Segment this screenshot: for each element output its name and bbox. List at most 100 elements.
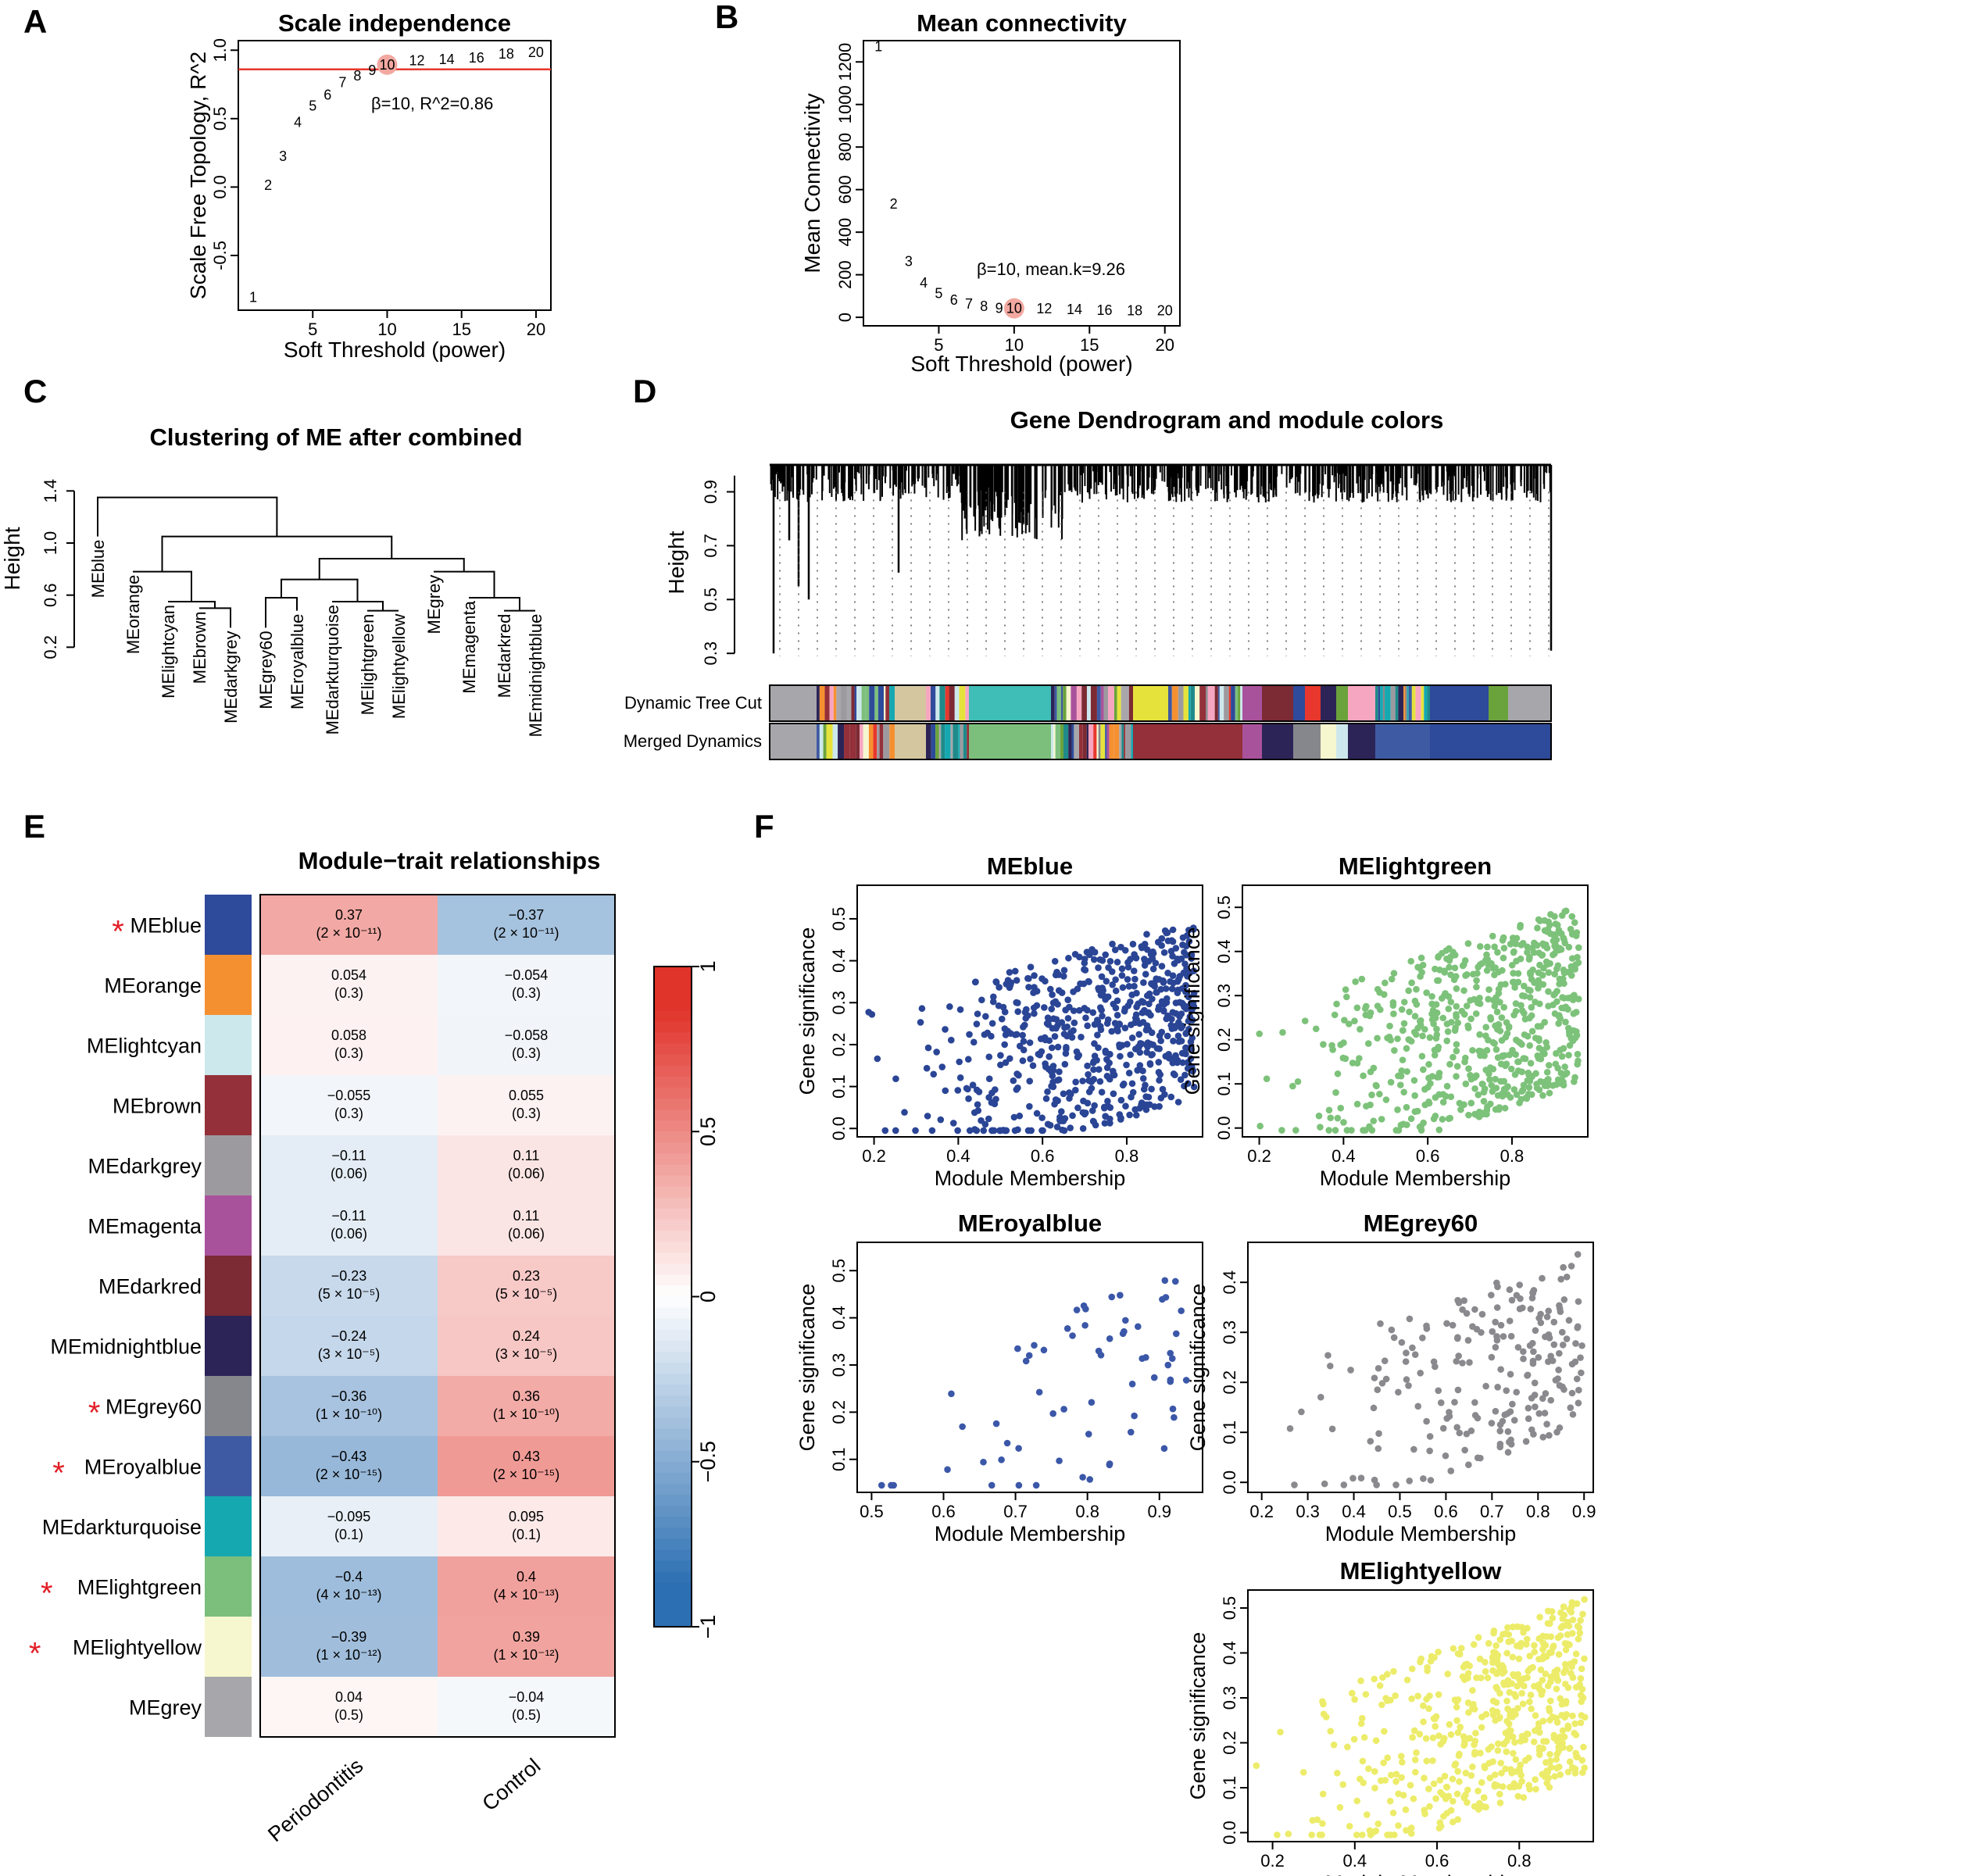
data-point bbox=[1341, 1017, 1348, 1024]
point-label: 2 bbox=[890, 196, 898, 212]
data-point bbox=[1518, 1689, 1526, 1697]
data-point bbox=[1509, 1046, 1516, 1054]
data-point bbox=[1398, 1774, 1405, 1781]
heatmap-cell bbox=[438, 1015, 615, 1075]
plot-frame bbox=[238, 40, 552, 311]
data-point bbox=[1467, 997, 1474, 1004]
data-point bbox=[1521, 1757, 1529, 1764]
data-point bbox=[1534, 924, 1541, 932]
data-point bbox=[1539, 1049, 1546, 1056]
module-color-stripe bbox=[963, 724, 967, 759]
x-tick-label: 0.8 bbox=[1115, 1146, 1139, 1166]
data-point bbox=[1560, 1295, 1568, 1303]
heatmap-cell bbox=[260, 1195, 438, 1256]
data-point bbox=[1019, 1031, 1026, 1039]
data-point bbox=[1480, 1794, 1488, 1801]
module-color-stripe bbox=[1211, 685, 1215, 721]
data-point bbox=[1454, 1386, 1462, 1394]
data-point bbox=[1365, 1765, 1372, 1772]
data-point bbox=[1359, 1757, 1367, 1765]
colorbar-step bbox=[654, 988, 692, 1001]
data-point bbox=[1333, 1000, 1340, 1008]
data-point bbox=[1504, 1428, 1512, 1435]
data-point bbox=[892, 1075, 899, 1083]
x-tick-label: 20 bbox=[1155, 335, 1174, 355]
panel-label-e: E bbox=[23, 808, 45, 845]
module-color-stripe bbox=[1100, 685, 1104, 721]
data-point bbox=[1538, 1691, 1546, 1699]
data-point bbox=[1556, 975, 1564, 983]
data-point bbox=[1161, 1091, 1168, 1098]
data-point bbox=[1520, 1628, 1527, 1636]
data-point bbox=[1525, 1731, 1532, 1738]
module-color-stripe bbox=[1051, 724, 1054, 759]
panel-label-f: F bbox=[754, 808, 774, 845]
data-point bbox=[1525, 1084, 1533, 1092]
x-tick-label: 0.6 bbox=[1031, 1146, 1055, 1166]
data-point bbox=[1106, 1120, 1113, 1127]
y-tick-label: 0.3 bbox=[701, 641, 720, 666]
panel-label-a: A bbox=[23, 3, 47, 40]
module-label: MEroyalblue bbox=[84, 1456, 202, 1479]
data-point bbox=[1085, 978, 1092, 985]
data-point bbox=[1331, 1011, 1339, 1019]
data-point bbox=[1539, 1434, 1547, 1441]
data-point bbox=[1571, 1658, 1578, 1665]
data-point bbox=[1376, 1682, 1384, 1689]
data-point bbox=[933, 1049, 940, 1056]
data-point bbox=[1010, 1077, 1017, 1085]
data-point bbox=[1081, 959, 1088, 967]
data-point bbox=[1542, 1038, 1550, 1046]
data-point bbox=[988, 1481, 996, 1489]
heatmap-cell bbox=[260, 1376, 438, 1436]
data-point bbox=[1187, 1038, 1195, 1045]
module-color-stripe bbox=[1128, 685, 1133, 721]
colorbar-step bbox=[654, 1472, 692, 1485]
data-point bbox=[1140, 979, 1147, 986]
cell-pvalue: (3 × 10⁻⁵) bbox=[495, 1346, 558, 1362]
data-point bbox=[1447, 971, 1454, 978]
data-point bbox=[1522, 1438, 1530, 1445]
data-point bbox=[1520, 1348, 1527, 1356]
data-point bbox=[1106, 1104, 1114, 1111]
leaf-label: MEgrey bbox=[424, 575, 444, 634]
colorbar-tick-label: 0 bbox=[696, 1291, 720, 1302]
data-point bbox=[1033, 1002, 1041, 1009]
module-color-stripe bbox=[869, 685, 875, 721]
data-point bbox=[1549, 1357, 1557, 1364]
data-point bbox=[1421, 1085, 1428, 1093]
data-point bbox=[1121, 1327, 1128, 1335]
data-point bbox=[1399, 1027, 1407, 1034]
data-point bbox=[966, 1031, 973, 1038]
data-point bbox=[1408, 1695, 1415, 1703]
data-point bbox=[1101, 1120, 1109, 1127]
data-point bbox=[1575, 1624, 1583, 1631]
module-color-stripe bbox=[856, 685, 862, 721]
data-point bbox=[1571, 1729, 1578, 1737]
data-point bbox=[1454, 1816, 1462, 1823]
x-tick-label: 0.9 bbox=[1147, 1502, 1171, 1521]
data-point bbox=[1188, 955, 1196, 963]
data-point bbox=[1500, 1085, 1508, 1093]
data-point bbox=[1536, 917, 1544, 924]
data-point bbox=[1473, 1674, 1480, 1681]
data-point bbox=[1051, 1033, 1059, 1040]
data-point bbox=[1143, 1049, 1150, 1056]
module-label: MEdarkred bbox=[98, 1275, 202, 1299]
data-point bbox=[1144, 1009, 1151, 1017]
module-color-stripe bbox=[1106, 724, 1110, 759]
y-tick-label: 0.7 bbox=[701, 534, 720, 558]
data-point bbox=[1492, 1699, 1500, 1706]
data-point bbox=[1496, 1443, 1504, 1451]
module-color-stripe bbox=[1096, 685, 1101, 721]
data-point bbox=[1562, 1698, 1570, 1705]
data-point bbox=[1568, 1389, 1576, 1397]
data-point bbox=[1539, 971, 1546, 979]
data-point bbox=[1504, 1705, 1511, 1713]
data-point bbox=[1382, 1096, 1390, 1103]
module-color-stripe bbox=[1382, 685, 1385, 721]
data-point bbox=[1110, 1090, 1117, 1098]
data-point bbox=[1565, 1024, 1572, 1032]
data-point bbox=[1420, 1718, 1427, 1726]
